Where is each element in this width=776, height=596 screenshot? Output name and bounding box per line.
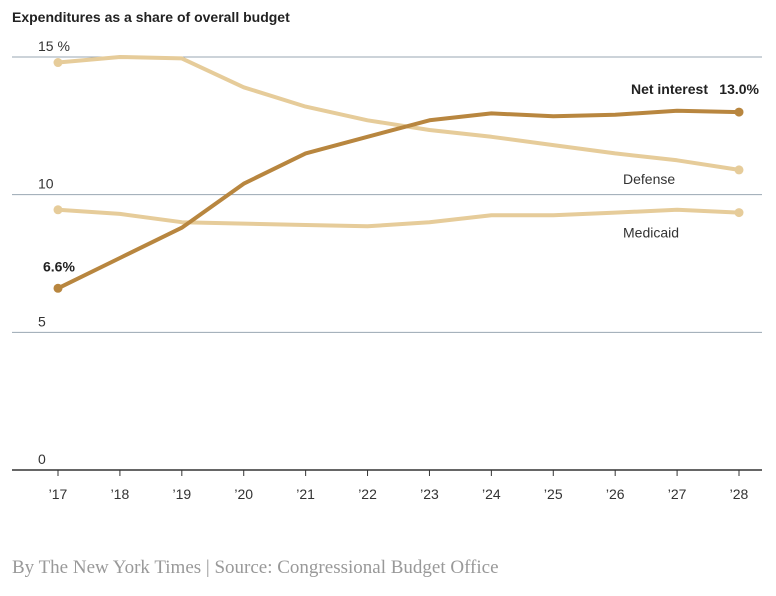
medicaid-label: Medicaid <box>623 225 679 241</box>
net-interest-start-value: 6.6% <box>43 258 75 274</box>
x-tick-label: ’25 <box>544 486 563 502</box>
series-point <box>734 107 744 117</box>
series-lines <box>56 55 741 291</box>
series-line-defense <box>56 55 741 172</box>
series-point <box>53 58 63 68</box>
series-point <box>53 205 63 215</box>
series-line-net-interest <box>56 108 741 291</box>
defense-label: Defense <box>623 171 675 187</box>
x-tick-label: ’17 <box>49 486 68 502</box>
x-tick-label: ’28 <box>730 486 749 502</box>
x-tick-label: ’24 <box>482 486 501 502</box>
x-tick-label: ’19 <box>172 486 191 502</box>
x-tick-label: ’27 <box>668 486 687 502</box>
x-tick-label: ’18 <box>111 486 130 502</box>
x-axis: ’17 ’18 ’19 ’20 ’21 ’22 ’23 ’24 ’25 ’26 ’27 ’28 <box>12 469 762 502</box>
x-tick-label: ’26 <box>606 486 625 502</box>
net-interest-label: Net interest <box>631 81 708 97</box>
chart-title: Expenditures as a share of overall budge… <box>12 9 290 25</box>
x-tick-label: ’20 <box>234 486 253 502</box>
x-tick-label: ’23 <box>420 486 439 502</box>
y-tick-label: 10 <box>38 176 54 192</box>
y-tick-label: 15 % <box>38 38 70 54</box>
series-point <box>53 283 63 293</box>
series-line-medicaid <box>56 207 741 229</box>
source-credit: By The New York Times | Source: Congress… <box>12 557 499 578</box>
y-tick-label: 5 <box>38 313 46 329</box>
series-point <box>734 208 744 218</box>
x-tick-label: ’21 <box>296 486 315 502</box>
series-labels: Net interest 13.0% 6.6% Defense Medicaid <box>43 81 760 274</box>
x-tick-label: ’22 <box>358 486 377 502</box>
gridlines <box>12 56 762 333</box>
series-point <box>734 165 744 175</box>
net-interest-end-value: 13.0% <box>719 81 759 97</box>
y-axis-ticks: 0 5 10 15 % <box>38 38 70 467</box>
series-points <box>53 58 744 293</box>
y-tick-label: 0 <box>38 451 46 467</box>
